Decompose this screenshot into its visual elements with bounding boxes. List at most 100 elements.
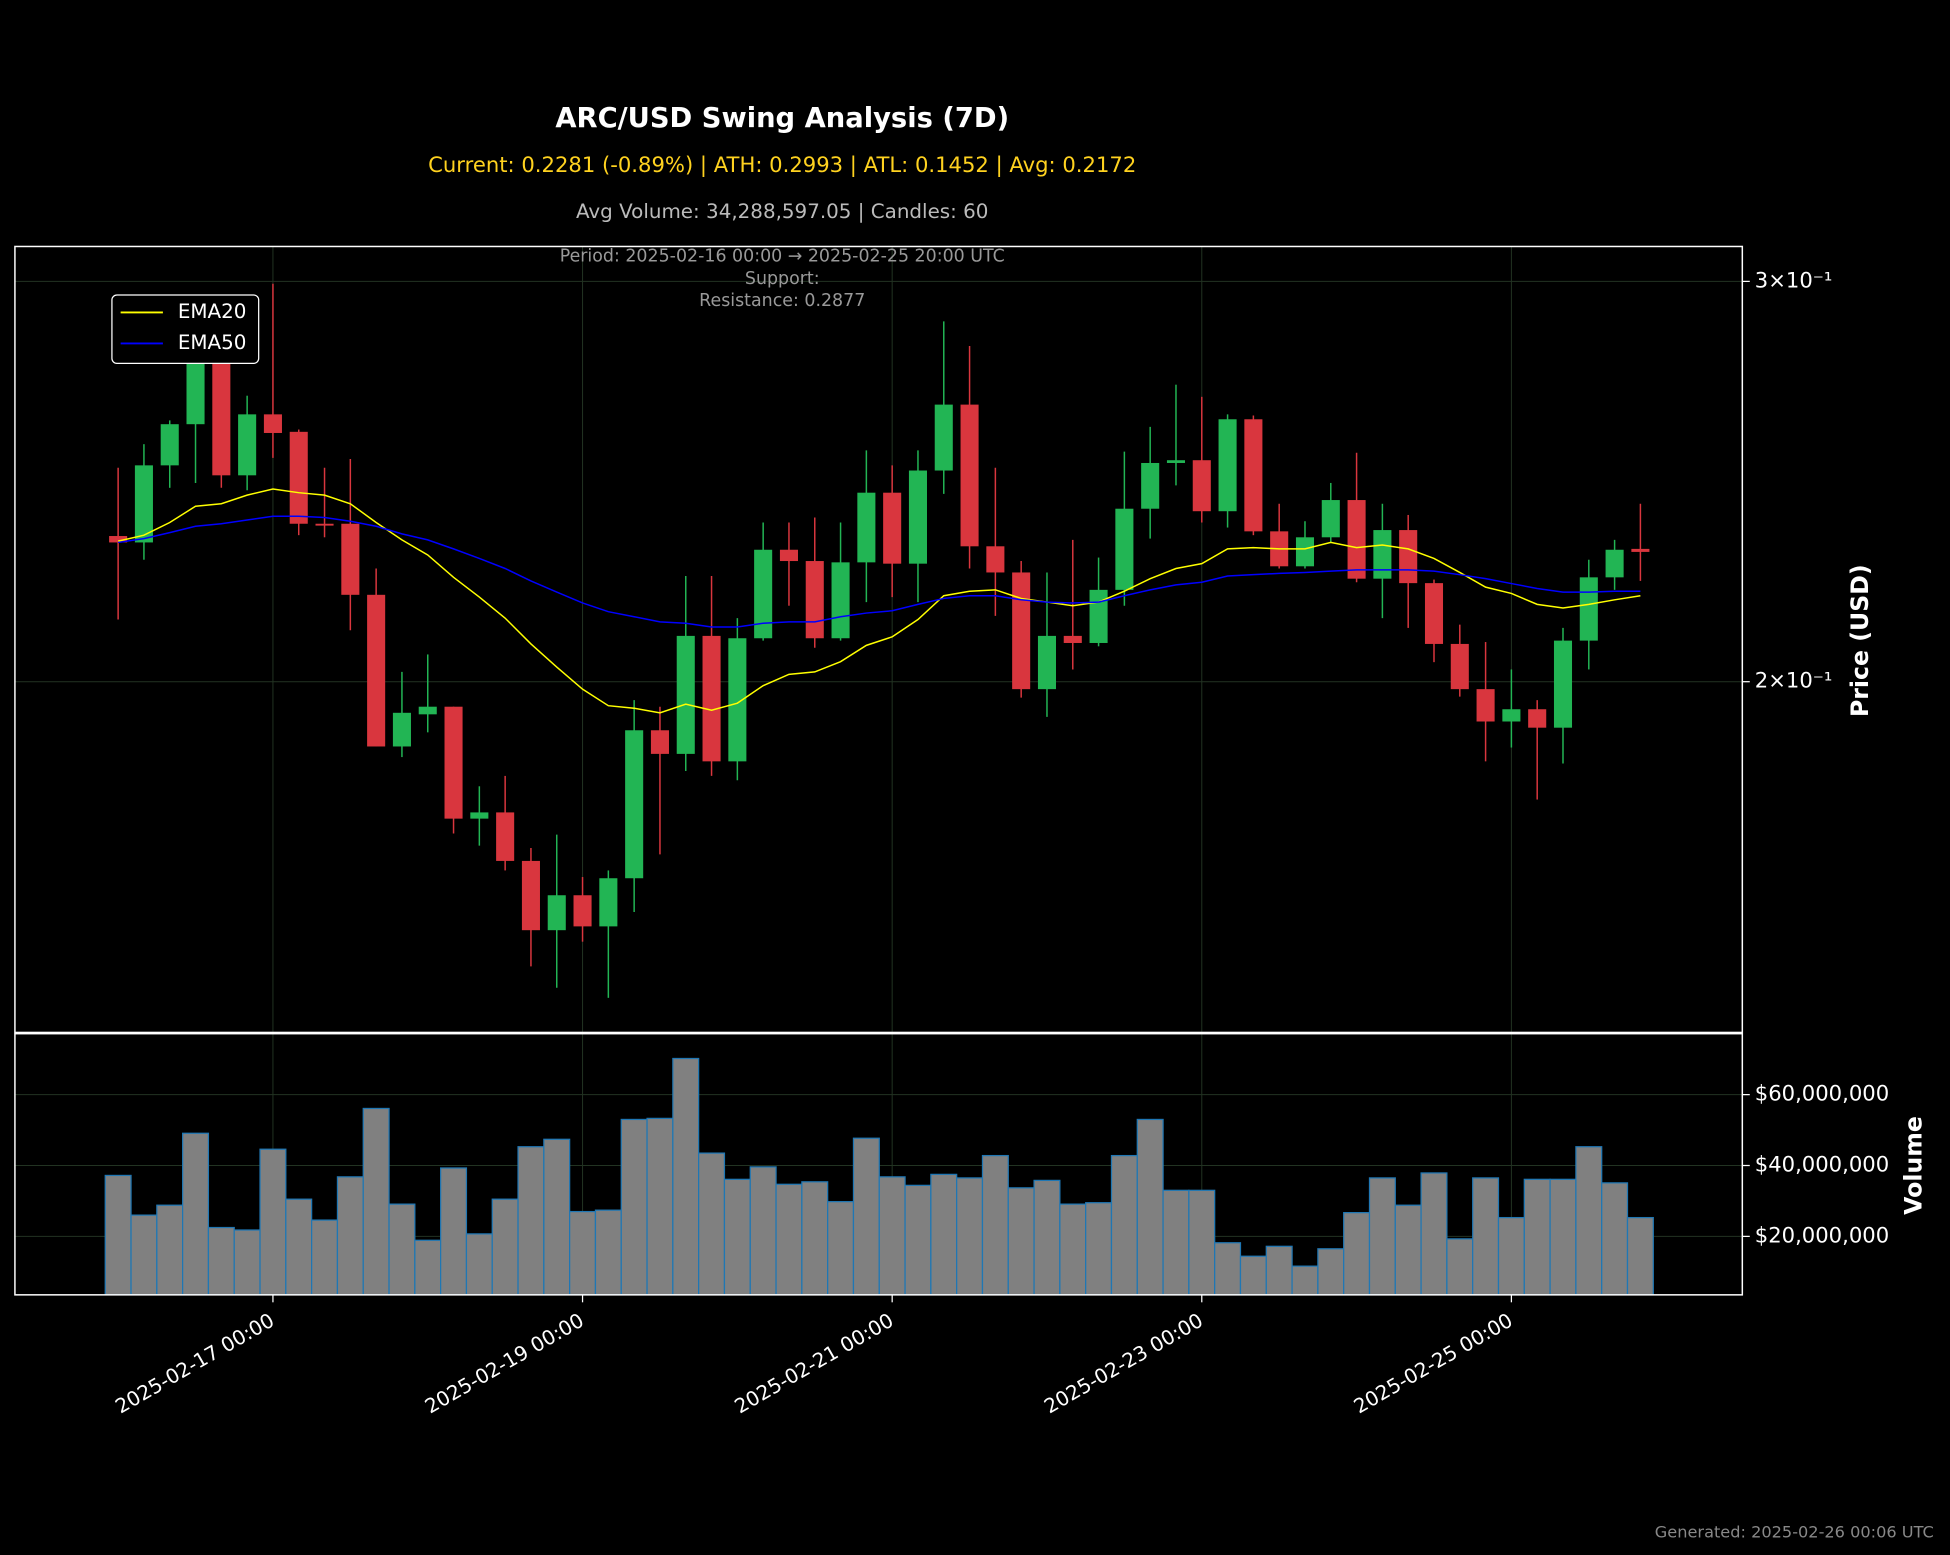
candle-body — [1450, 643, 1469, 690]
candle-body — [1089, 589, 1108, 643]
candle-body — [754, 549, 773, 639]
candle-body — [186, 349, 205, 425]
candle-body — [1218, 419, 1237, 512]
volume-bar — [1575, 1146, 1603, 1296]
candle-body — [521, 860, 540, 931]
candle-body — [263, 414, 282, 433]
candle-body — [1166, 460, 1186, 463]
y-axis-label: Price (USD) — [1846, 564, 1874, 717]
chart-subtitle: Avg Volume: 34,288,597.05 | Candles: 60 — [576, 200, 988, 223]
chart-title: ARC/USD Swing Analysis (7D) — [555, 103, 1009, 134]
volume-bar — [104, 1174, 132, 1296]
volume-bar — [1033, 1179, 1061, 1296]
candle-body — [960, 404, 979, 547]
candle-body — [650, 730, 669, 754]
volume-bar — [1497, 1216, 1525, 1296]
chart-subtitle: Current: 0.2281 (-0.89%) | ATH: 0.2993 |… — [428, 152, 1136, 178]
volume-bar — [1214, 1242, 1242, 1296]
volume-bar — [362, 1107, 390, 1296]
volume-bar — [130, 1214, 158, 1296]
volume-bar — [930, 1173, 958, 1296]
candle-body — [702, 635, 721, 762]
volume-bar — [388, 1203, 416, 1296]
legend-label: EMA50 — [178, 331, 247, 354]
candle-body — [883, 492, 902, 564]
candle-body — [1579, 577, 1598, 641]
candle-body — [238, 414, 257, 476]
candle-body — [599, 878, 618, 927]
y-tick-label: $20,000,000 — [1755, 1222, 1889, 1247]
volume-bar — [311, 1219, 339, 1296]
candle-body — [444, 706, 463, 819]
volume-bar — [569, 1210, 597, 1296]
volume-bar — [1549, 1178, 1577, 1296]
candle-body — [341, 523, 360, 595]
annotation: Resistance: 0.2877 — [699, 291, 865, 311]
volume-bar — [1085, 1202, 1113, 1296]
volume-bar — [465, 1233, 493, 1296]
y-axis-label: Volume — [1899, 1116, 1927, 1215]
y-tick-label: $60,000,000 — [1755, 1081, 1889, 1106]
volume-bar — [1059, 1203, 1087, 1296]
volume-bar — [491, 1198, 519, 1296]
ema-line — [118, 515, 1641, 628]
candle-body — [160, 424, 179, 466]
candle-body — [1605, 549, 1624, 578]
volume-bar — [1265, 1245, 1293, 1296]
volume-bar — [1601, 1182, 1629, 1296]
candle-body — [805, 561, 824, 639]
candle-body — [212, 360, 231, 476]
candle-body — [1244, 419, 1263, 532]
candle-body — [1347, 500, 1366, 579]
candle-body — [289, 431, 308, 524]
legend-label: EMA20 — [178, 300, 247, 323]
candle-body — [392, 712, 411, 747]
volume-bar — [233, 1229, 261, 1296]
candle-body — [1476, 689, 1495, 722]
volume-bar — [182, 1132, 210, 1296]
candle-body — [496, 812, 515, 861]
volume-bar — [1446, 1238, 1474, 1296]
candle-body — [1063, 635, 1082, 643]
candle-body — [1553, 640, 1573, 728]
volume-bar — [646, 1117, 674, 1296]
price-frame — [14, 245, 1744, 1034]
volume-bar — [414, 1239, 442, 1296]
volume-bar — [1368, 1177, 1396, 1296]
volume-bar — [285, 1198, 313, 1296]
volume-bar — [698, 1152, 726, 1296]
volume-bar — [517, 1146, 545, 1296]
candle-body — [1424, 583, 1444, 644]
candle-body — [315, 523, 334, 526]
candle-body — [831, 562, 850, 639]
candle-body — [547, 895, 566, 931]
volume-bar — [156, 1204, 184, 1296]
volume-bar — [749, 1166, 777, 1296]
volume-bar — [1136, 1118, 1164, 1296]
candle-body — [728, 638, 747, 762]
volume-bar — [259, 1148, 287, 1296]
volume-bar — [1110, 1154, 1138, 1296]
candle-body — [908, 470, 927, 564]
candle-body — [986, 546, 1005, 573]
volume-bar — [1394, 1204, 1422, 1296]
candle-body — [857, 492, 876, 563]
candle-body — [134, 465, 153, 543]
volume-bar — [594, 1209, 622, 1296]
volume-bar — [775, 1183, 803, 1296]
candle-body — [1037, 635, 1057, 690]
volume-bar — [1626, 1216, 1654, 1296]
candle-body — [625, 730, 644, 879]
volume-bar — [723, 1178, 751, 1296]
candle-body — [1373, 530, 1392, 579]
candle-body — [1012, 572, 1031, 690]
volume-bar — [1317, 1248, 1345, 1296]
candle-body — [1502, 709, 1521, 722]
volume-bar — [878, 1176, 906, 1296]
volume-bar — [1291, 1265, 1319, 1296]
candle-body — [934, 404, 953, 471]
candle-body — [1528, 709, 1547, 728]
volume-bar — [440, 1167, 468, 1296]
footer: Generated: 2025-02-26 00:06 UTC — [1655, 1522, 1934, 1541]
candle-body — [1115, 508, 1134, 590]
